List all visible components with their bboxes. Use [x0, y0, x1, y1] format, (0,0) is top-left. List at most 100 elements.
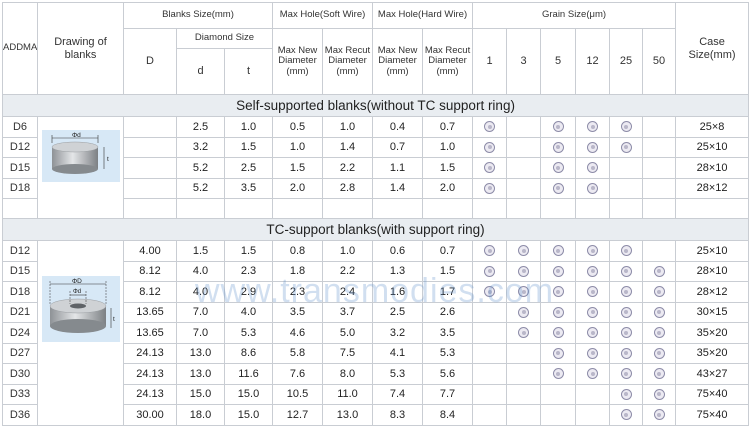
hard-new-cell: 3.2: [372, 322, 424, 344]
grain-cell: [609, 136, 644, 158]
addma-cell: D30: [2, 363, 38, 385]
hard-new-cell: 7.4: [372, 383, 424, 405]
grain-cell: [472, 301, 508, 323]
section-title: TC-support blanks(with support ring): [1, 218, 750, 241]
addma-cell: D24: [2, 322, 38, 344]
grain-cell: [540, 116, 577, 138]
soft-new-cell: 10.5: [272, 383, 323, 405]
grain-available-icon: [587, 245, 599, 257]
grain-cell: [540, 301, 577, 323]
soft-new-cell: 1.0: [272, 136, 323, 158]
grain-cell: [575, 322, 611, 344]
soft-new-cell: 2.3: [272, 281, 323, 303]
outer-d-cell: 24.13: [123, 383, 177, 405]
grain-available-icon: [653, 306, 665, 318]
hard-new-cell: 4.1: [372, 342, 424, 364]
grain-cell: [506, 177, 542, 199]
grain-available-icon: [587, 121, 599, 133]
grain-available-icon: [552, 368, 564, 380]
outer-d-cell: 8.12: [123, 260, 177, 282]
case-size-cell: 75×40: [675, 383, 750, 405]
addma-cell: D15: [2, 260, 38, 282]
section-header-row: TC-support blanks(with support ring): [1, 218, 750, 241]
grain-cell: [575, 383, 611, 405]
grain-available-icon: [587, 286, 599, 298]
soft-new-cell: 0.8: [272, 240, 323, 262]
grain-cell: [540, 404, 577, 426]
diamond-t-cell: 11.6: [224, 363, 273, 385]
hard-new-cell: 1.6: [372, 281, 424, 303]
diamond-t-cell: 2.3: [224, 260, 273, 282]
section-title: Self-supported blanks(without TC support…: [1, 94, 750, 117]
grain-cell: [609, 342, 644, 364]
diamond-d-cell: 7.0: [176, 301, 225, 323]
soft-recut-cell: 2.2: [321, 260, 374, 282]
grain-cell: [609, 383, 644, 405]
grain-cell: [575, 301, 611, 323]
header-grain-50: 50: [642, 28, 677, 95]
case-size-cell: 30×15: [675, 301, 750, 323]
grain-available-icon: [552, 347, 564, 359]
addma-cell: D12: [2, 136, 38, 158]
outer-d-cell: [123, 177, 177, 199]
grain-cell: [575, 404, 611, 426]
addma-cell: D33: [2, 383, 38, 405]
hard-new-cell: 0.6: [372, 240, 424, 262]
grain-cell: [575, 136, 611, 158]
grain-cell: [540, 157, 577, 179]
diamond-t-cell: 2.5: [224, 157, 273, 179]
hard-new-cell: 8.3: [372, 404, 424, 426]
hard-recut-cell: 1.5: [422, 260, 474, 282]
grain-cell: [609, 177, 644, 199]
case-size-cell: 35×20: [675, 322, 750, 344]
header-grain-5: 5: [540, 28, 577, 95]
grain-available-icon: [484, 286, 496, 298]
grain-cell: [575, 281, 611, 303]
grain-cell: [540, 322, 577, 344]
grain-available-icon: [653, 286, 665, 298]
case-size-cell: 75×40: [675, 404, 750, 426]
addma-cell: D12: [2, 240, 38, 262]
grain-cell: [506, 260, 542, 282]
table-row: D21 13.65 7.0 4.0 3.5 3.7 2.5 2.6 30×15: [2, 301, 750, 323]
svg-text:t: t: [113, 316, 115, 323]
grain-cell: [609, 116, 644, 138]
header-grain-3: 3: [506, 28, 542, 95]
hard-recut-cell: 7.7: [422, 383, 474, 405]
diamond-t-cell: 3.5: [224, 177, 273, 199]
grain-cell: [472, 116, 508, 138]
grain-cell: [540, 260, 577, 282]
soft-new-cell: 5.8: [272, 342, 323, 364]
header-soft-new-diameter: Max New Diameter (mm): [272, 28, 323, 95]
grain-cell: [575, 342, 611, 364]
grain-cell: [609, 404, 644, 426]
grain-cell: [472, 322, 508, 344]
grain-cell: [642, 383, 677, 405]
diamond-t-cell: 1.0: [224, 116, 273, 138]
diamond-t-cell: 4.0: [224, 301, 273, 323]
grain-available-icon: [552, 245, 564, 257]
table-row: D24 13.65 7.0 5.3 4.6 5.0 3.2 3.5 35×20: [2, 322, 750, 344]
svg-text:t: t: [107, 156, 109, 163]
grain-available-icon: [653, 347, 665, 359]
grain-cell: [575, 363, 611, 385]
grain-cell: [472, 157, 508, 179]
grain-available-icon: [620, 121, 632, 133]
diamond-t-cell: 1.5: [224, 136, 273, 158]
soft-recut-cell: 13.0: [321, 404, 374, 426]
grain-cell: [540, 240, 577, 262]
grain-cell: [472, 177, 508, 199]
grain-available-icon: [620, 347, 632, 359]
grain-available-icon: [587, 347, 599, 359]
grain-cell: [609, 301, 644, 323]
addma-cell: D6: [2, 116, 38, 138]
header-soft-recut-diameter: Max Recut Diameter (mm): [321, 28, 374, 95]
grain-cell: [609, 260, 644, 282]
grain-cell: [540, 281, 577, 303]
outer-d-cell: 13.65: [123, 301, 177, 323]
soft-new-cell: 0.5: [272, 116, 323, 138]
soft-recut-cell: 8.0: [321, 363, 374, 385]
grain-available-icon: [620, 286, 632, 298]
addma-cell: D27: [2, 342, 38, 364]
grain-cell: [642, 301, 677, 323]
